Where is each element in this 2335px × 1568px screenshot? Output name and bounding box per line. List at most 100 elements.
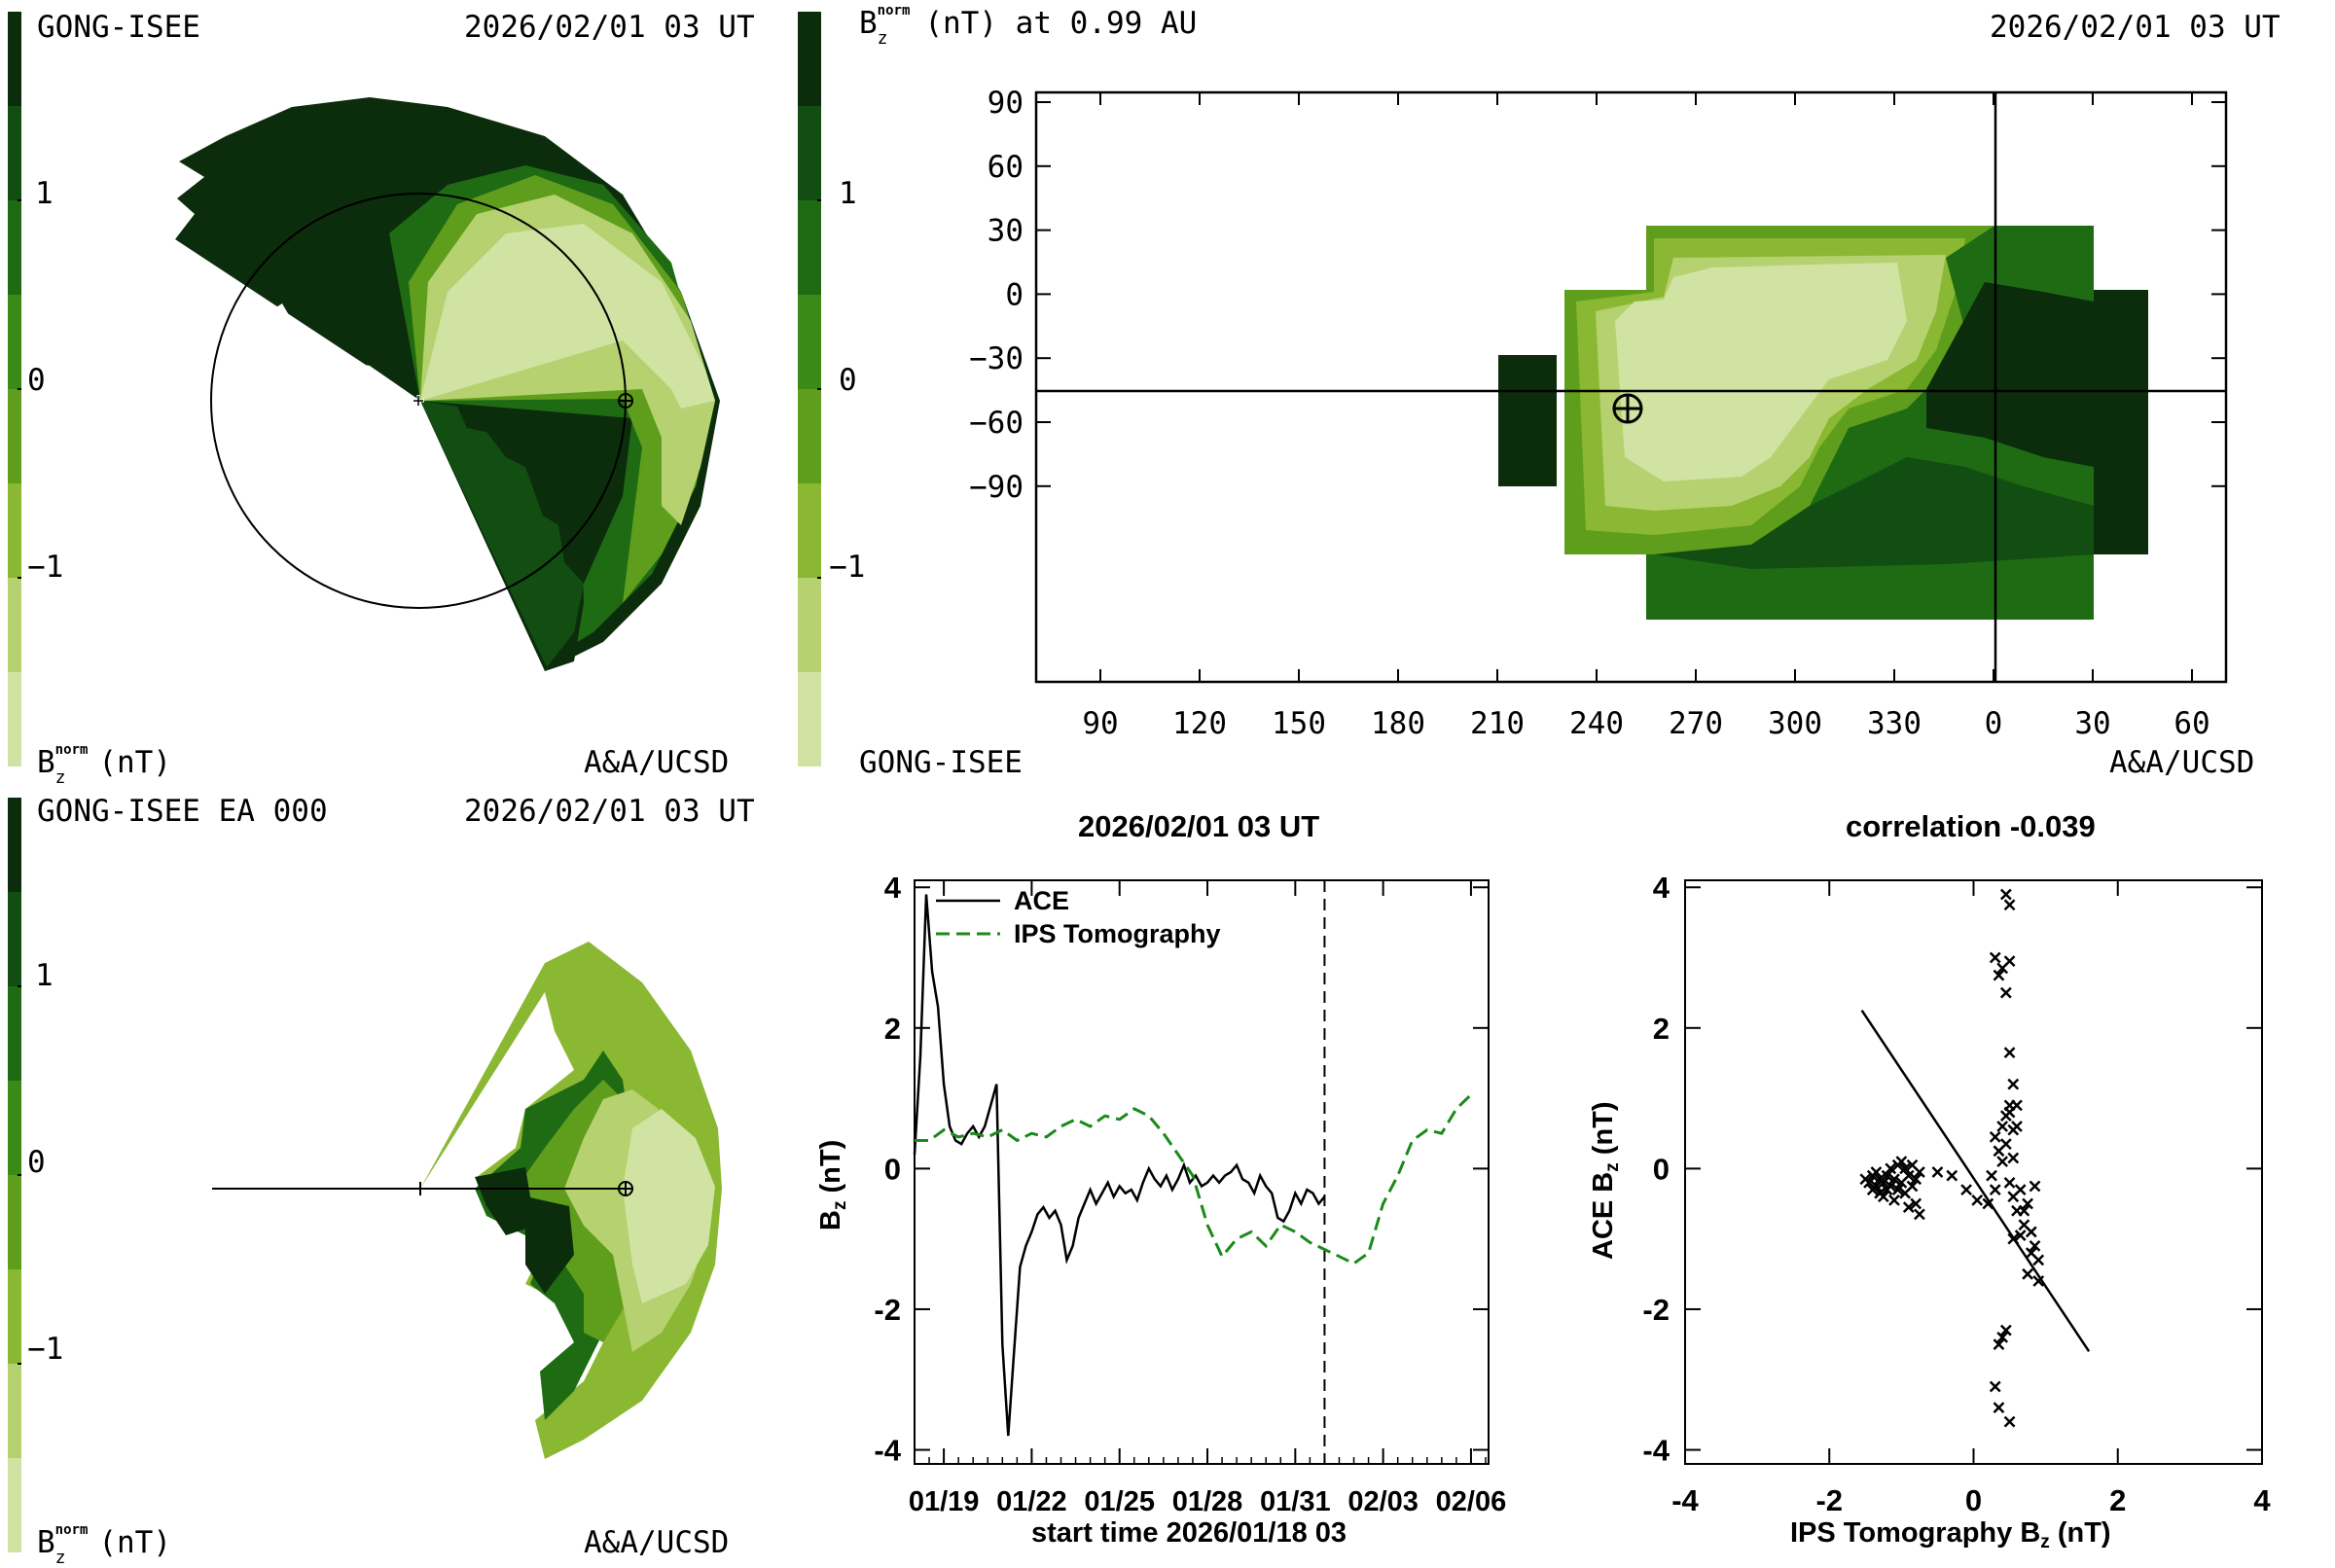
colorbar-tick-label: 1 <box>35 176 54 211</box>
colorbar-segment <box>8 389 21 484</box>
timestamp-label: 2026/02/01 03 UT <box>1990 10 2281 45</box>
scatter-point <box>2007 1078 2020 1090</box>
solar-wind-bz-field <box>420 942 722 1459</box>
scatter-point-stroke <box>2022 1197 2033 1210</box>
synoptic-bz-field <box>1498 226 2148 620</box>
scatter-point <box>1993 1338 2005 1350</box>
scatter-point-stroke <box>1902 1169 1915 1182</box>
colorbar-segment <box>8 295 21 390</box>
colorbar-tick <box>18 985 21 987</box>
scatter-point-stroke <box>2029 1240 2041 1252</box>
y-tick-label: 0 <box>884 1152 901 1186</box>
colorbar-segment <box>8 798 21 893</box>
scatter-point <box>2011 1121 2023 1132</box>
x-axis-label: start time 2026/01/18 03 <box>1031 1517 1347 1549</box>
scatter-point-stroke <box>1999 986 2012 999</box>
scatter-point-stroke <box>1885 1162 1897 1175</box>
timestamp-label: 2026/02/01 03 UT <box>464 794 755 829</box>
y-tick-label: 90 <box>988 86 1024 121</box>
scatter-point <box>1960 1184 1972 1195</box>
scatter-point-stroke <box>1999 1324 2012 1336</box>
scatter-point-stroke <box>2032 1275 2045 1287</box>
scatter-point-stroke <box>1989 1184 2001 1195</box>
source-label: GONG-ISEE <box>859 745 1023 780</box>
scatter-point <box>1888 1173 1900 1186</box>
colorbar-meridional <box>8 798 21 1552</box>
scatter-point <box>1891 1184 1904 1195</box>
scatter-point <box>1999 888 2012 901</box>
scatter-point-stroke <box>1993 1402 2005 1414</box>
y-tick-label: 2 <box>884 1012 901 1046</box>
scatter-point <box>1931 1166 1944 1178</box>
colorbar-segment <box>8 578 21 673</box>
scatter-point-stroke <box>2011 1121 2023 1132</box>
scatter-point <box>1986 1169 1997 1182</box>
scatter-point <box>1870 1180 1883 1193</box>
scatter-point <box>1914 1208 1925 1221</box>
x-tick-label: 270 <box>1669 706 1723 741</box>
scatter-point-stroke <box>1902 1201 1915 1214</box>
y-tick-label: 2 <box>1653 1012 1670 1046</box>
scatter-point-stroke <box>1946 1169 1958 1182</box>
scatter-point <box>2029 1240 2041 1252</box>
correlation-title: correlation -0.039 <box>1846 809 2096 843</box>
y-tick-label: -4 <box>874 1434 901 1468</box>
scatter-point-stroke <box>1870 1180 1883 1193</box>
scatter-point-stroke <box>1993 1338 2005 1350</box>
x-tick-label: 60 <box>2173 706 2209 741</box>
scatter-point <box>1993 969 2005 981</box>
y-tick-label: -2 <box>874 1293 901 1327</box>
timeseries-chart: 4 2 0 -2 -4 01/19 01/22 01/25 01/28 01/31 02/03 02/… <box>874 871 1506 1517</box>
scatter-point-stroke <box>1910 1197 1922 1210</box>
source-label: GONG-ISEE EA 000 <box>37 794 328 829</box>
colorbar-segment <box>798 200 821 296</box>
colorbar-segment <box>8 483 21 579</box>
scatter-point-stroke <box>2003 955 2016 968</box>
y-tick-label: −30 <box>969 341 1024 376</box>
scatter-point <box>2003 899 2016 911</box>
scatter-point-stroke <box>2003 1415 2016 1428</box>
y-tick-label: −90 <box>969 470 1024 505</box>
y-tick-label: 4 <box>884 871 902 905</box>
x-tick-label: -4 <box>1671 1483 1699 1517</box>
x-tick-label: 120 <box>1172 706 1227 741</box>
scatter-point-stroke <box>2003 899 2016 911</box>
chart-title: 2026/02/01 03 UT <box>1078 809 1320 843</box>
scatter-point <box>1910 1197 1922 1210</box>
colorbar-tick-label: 0 <box>839 363 857 398</box>
scatter-point <box>1906 1180 1919 1193</box>
colorbar-segment <box>8 672 21 766</box>
credit-label: A&A/UCSD <box>2109 745 2255 780</box>
scatter-point-stroke <box>2011 1099 2023 1112</box>
y-tick-label: 4 <box>1653 871 1670 905</box>
colorbar-tick <box>18 577 21 579</box>
scatter-point-stroke <box>2025 1247 2037 1260</box>
scatter-point-stroke <box>1986 1169 1997 1182</box>
colorbar-tick <box>18 199 21 201</box>
scatter-point <box>1996 1331 2009 1343</box>
earth-symbol-icon <box>1612 393 1643 424</box>
scatter-point <box>1910 1173 1922 1186</box>
scatter-point-stroke <box>2007 1078 2020 1090</box>
x-tick-label: 2 <box>2109 1483 2126 1517</box>
regression-line <box>1860 1010 2091 1353</box>
map-frame <box>1034 90 2228 684</box>
scatter-point <box>2007 1152 2020 1164</box>
scatter-point-stroke <box>1993 969 2005 981</box>
y-tick-label: 30 <box>988 214 1024 249</box>
scatter-point-stroke <box>1971 1194 1984 1206</box>
y-axis-label: Bz (nT) <box>815 1139 850 1230</box>
scatter-point <box>1993 1145 2005 1158</box>
x-tick-label: 01/31 <box>1260 1486 1331 1517</box>
x-tick-label: 210 <box>1470 706 1525 741</box>
scatter-point <box>2014 1229 2027 1241</box>
scatter-point-stroke <box>1989 1130 2001 1143</box>
scatter-point-stroke <box>1870 1166 1883 1178</box>
x-tick-label: 180 <box>1371 706 1425 741</box>
scatter-point-stroke <box>2007 1152 2020 1164</box>
x-tick-label: -2 <box>1815 1483 1843 1517</box>
ecliptic-map <box>175 97 720 671</box>
scatter-point <box>1914 1166 1925 1178</box>
x-tick-label: 01/22 <box>996 1486 1067 1517</box>
scatter-point-stroke <box>1888 1173 1900 1186</box>
